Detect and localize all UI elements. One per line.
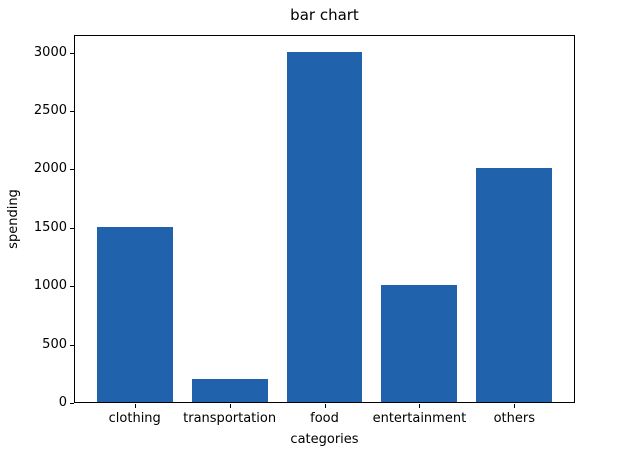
y-tick-mark (70, 344, 74, 346)
x-tick-mark (324, 404, 326, 408)
y-tick-label-2500: 2500 (33, 102, 67, 118)
x-tick-label-food: food (310, 411, 339, 426)
x-tick-label-entertainment: entertainment (372, 411, 467, 426)
x-axis-label: categories (290, 432, 359, 447)
bar-others (476, 168, 553, 402)
x-tick-label-transportation: transportation (183, 411, 277, 426)
x-tick-label-clothing: clothing (108, 411, 161, 426)
bar-clothing (96, 226, 173, 402)
y-tick-mark (70, 227, 74, 229)
y-tick-mark (70, 403, 74, 404)
bar-food (286, 51, 363, 402)
y-tick-label-1000: 1000 (33, 278, 67, 294)
x-tick-mark (229, 404, 231, 408)
bar-transportation (191, 378, 268, 402)
y-tick-mark (70, 52, 74, 54)
y-tick-label-500: 500 (42, 336, 67, 352)
bar-entertainment (381, 285, 458, 402)
y-tick-mark (70, 110, 74, 112)
x-tick-mark (514, 404, 516, 408)
x-tick-label-others: others (493, 411, 535, 426)
y-tick-label-1500: 1500 (33, 219, 67, 235)
y-tick-label-2000: 2000 (33, 161, 67, 177)
chart-title: bar chart (290, 6, 359, 24)
plot-area (74, 35, 575, 403)
y-tick-label-0: 0 (58, 395, 67, 410)
y-tick-mark (70, 169, 74, 171)
y-tick-mark (70, 286, 74, 288)
y-tick-label-3000: 3000 (33, 44, 67, 60)
x-tick-mark (134, 404, 136, 408)
x-tick-mark (419, 404, 421, 408)
